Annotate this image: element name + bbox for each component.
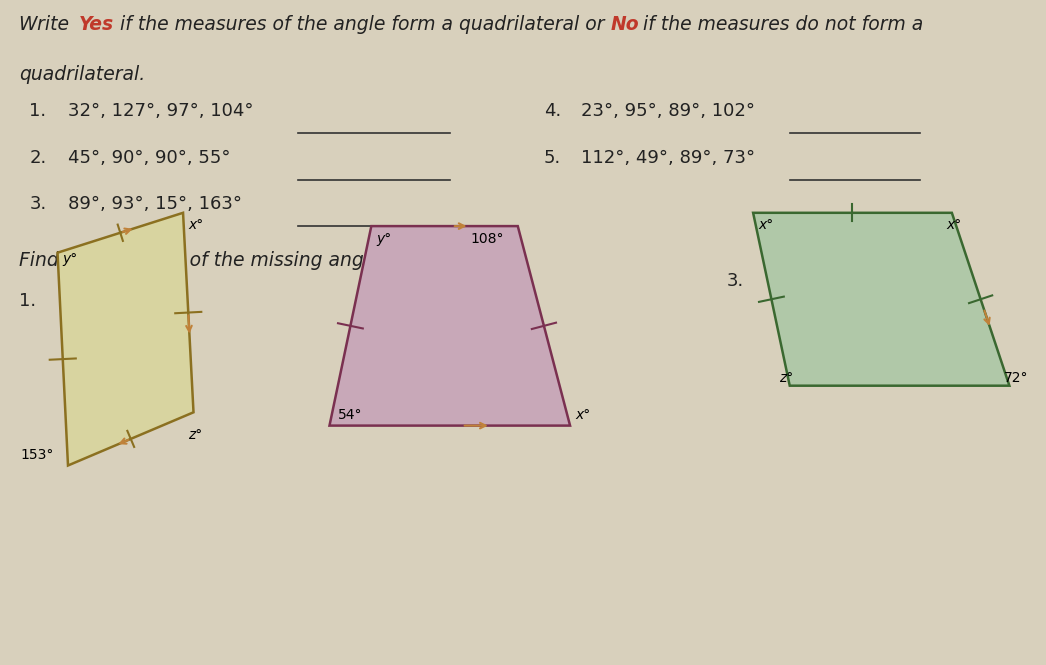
Text: 1.: 1. bbox=[29, 102, 46, 120]
Text: 112°, 49°, 89°, 73°: 112°, 49°, 89°, 73° bbox=[581, 149, 754, 167]
Text: x°: x° bbox=[575, 408, 591, 422]
Text: 2.: 2. bbox=[392, 272, 409, 290]
Text: x°: x° bbox=[947, 218, 962, 233]
Text: No: No bbox=[611, 15, 639, 34]
Polygon shape bbox=[329, 226, 570, 426]
Polygon shape bbox=[753, 213, 1009, 386]
Text: 2.: 2. bbox=[29, 149, 46, 167]
Text: y°: y° bbox=[377, 231, 392, 246]
Text: if the measures do not form a: if the measures do not form a bbox=[637, 15, 924, 34]
Text: 72°: 72° bbox=[1004, 371, 1028, 386]
Text: 1.: 1. bbox=[19, 292, 36, 310]
Text: 54°: 54° bbox=[338, 408, 362, 422]
Text: 3.: 3. bbox=[727, 272, 744, 290]
Text: z°: z° bbox=[188, 428, 203, 442]
Text: if the measures of the angle form a quadrilateral or: if the measures of the angle form a quad… bbox=[114, 15, 611, 34]
Text: 23°, 95°, 89°, 102°: 23°, 95°, 89°, 102° bbox=[581, 102, 754, 120]
Text: Write: Write bbox=[19, 15, 75, 34]
Text: Find the measure of the missing angle.: Find the measure of the missing angle. bbox=[19, 251, 386, 270]
Text: quadrilateral.: quadrilateral. bbox=[19, 65, 145, 84]
Text: x°: x° bbox=[188, 218, 204, 233]
Text: 45°, 90°, 90°, 55°: 45°, 90°, 90°, 55° bbox=[68, 149, 230, 167]
Text: Yes: Yes bbox=[78, 15, 114, 34]
Text: 32°, 127°, 97°, 104°: 32°, 127°, 97°, 104° bbox=[68, 102, 253, 120]
Polygon shape bbox=[58, 213, 194, 466]
Text: z°: z° bbox=[779, 371, 794, 386]
Text: y°: y° bbox=[63, 251, 78, 266]
Text: 4.: 4. bbox=[544, 102, 561, 120]
Text: 5.: 5. bbox=[544, 149, 561, 167]
Text: 3.: 3. bbox=[29, 196, 46, 213]
Text: 108°: 108° bbox=[471, 231, 504, 246]
Text: 89°, 93°, 15°, 163°: 89°, 93°, 15°, 163° bbox=[68, 196, 242, 213]
Text: 153°: 153° bbox=[21, 448, 54, 462]
Text: x°: x° bbox=[758, 218, 774, 233]
